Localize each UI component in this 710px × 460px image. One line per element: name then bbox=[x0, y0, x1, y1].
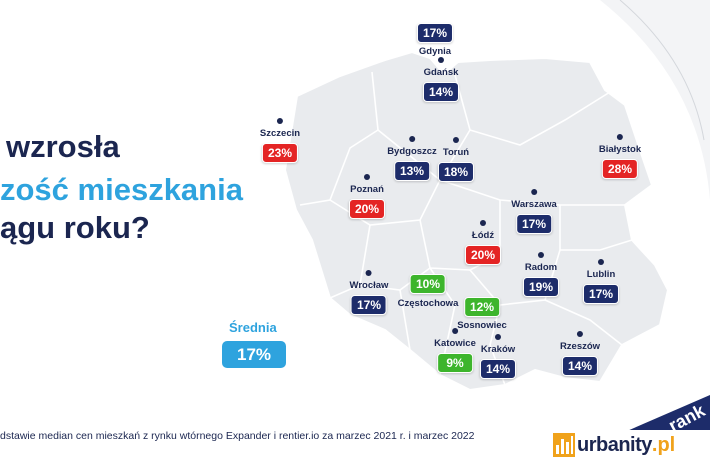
city-dot bbox=[617, 134, 623, 140]
city-gdynia: 17% Gdynia bbox=[416, 20, 454, 58]
background-arc bbox=[600, 0, 710, 200]
city-label: Gdańsk bbox=[423, 67, 459, 78]
city-dot bbox=[409, 136, 415, 142]
city-label: Sosnowiec bbox=[457, 320, 507, 331]
city-label: Warszawa bbox=[511, 199, 557, 210]
city-label: Łódź bbox=[471, 230, 495, 241]
city-lublin: Lublin 17% bbox=[582, 259, 620, 304]
city-dot bbox=[452, 328, 458, 334]
city-dot bbox=[276, 118, 283, 124]
value-badge: 17% bbox=[582, 284, 620, 304]
value-badge: 17% bbox=[515, 214, 553, 234]
headline-line-2: zość mieszkania bbox=[0, 172, 243, 207]
value-badge: 13% bbox=[393, 161, 431, 181]
city-bialystok: Białystok 28% bbox=[599, 134, 641, 179]
city-label: Rzeszów bbox=[559, 341, 601, 352]
city-poznan: Poznań 20% bbox=[348, 174, 386, 219]
value-badge: 10% bbox=[409, 274, 447, 294]
logo-tld: .pl bbox=[651, 433, 676, 456]
city-dot bbox=[598, 259, 604, 265]
city-sosnowiec: 12% Sosnowiec bbox=[457, 294, 507, 332]
value-badge: 17% bbox=[416, 23, 454, 43]
value-badge: 12% bbox=[463, 297, 501, 317]
city-label: Częstochowa bbox=[397, 298, 459, 309]
city-label: Toruń bbox=[442, 147, 470, 158]
city-label: Gdynia bbox=[418, 46, 452, 57]
source-footnote: dstawie median cen mieszkań z rynku wtór… bbox=[0, 430, 475, 442]
city-label: Lublin bbox=[586, 269, 616, 280]
city-label: Kraków bbox=[480, 344, 516, 355]
city-dot bbox=[438, 57, 444, 63]
logo-text: urbanity bbox=[577, 433, 652, 456]
city-torun: Toruń 18% bbox=[437, 137, 475, 182]
city-label: Radom bbox=[524, 262, 558, 273]
city-warszawa: Warszawa 17% bbox=[511, 189, 557, 234]
average-value-badge: 17% bbox=[222, 341, 286, 368]
city-dot bbox=[364, 174, 370, 180]
value-badge: 14% bbox=[422, 82, 460, 102]
city-dot bbox=[577, 331, 583, 337]
city-dot bbox=[453, 137, 459, 143]
building-bars-icon bbox=[553, 433, 575, 457]
city-label: Szczecin bbox=[259, 128, 301, 139]
city-dot bbox=[495, 334, 501, 340]
value-badge: 17% bbox=[350, 295, 388, 315]
city-dot bbox=[538, 252, 544, 258]
city-gdansk: Gdańsk 14% bbox=[422, 57, 460, 102]
average-label: Średnia bbox=[229, 320, 277, 335]
city-wroclaw: Wrocław 17% bbox=[349, 270, 389, 315]
city-label: Bydgoszcz bbox=[387, 146, 437, 157]
city-dot bbox=[480, 220, 486, 226]
city-dot bbox=[365, 270, 372, 276]
city-dot bbox=[531, 189, 537, 195]
city-rzeszow: Rzeszów 14% bbox=[560, 331, 600, 376]
value-badge: 20% bbox=[464, 245, 502, 265]
city-szczecin: Szczecin 23% bbox=[260, 118, 300, 163]
value-badge: 9% bbox=[437, 353, 473, 373]
city-label: Poznań bbox=[350, 184, 384, 195]
headline-line-1: wzrosła bbox=[6, 129, 120, 164]
grey-arc-decoration bbox=[619, 0, 705, 141]
value-badge: 23% bbox=[261, 143, 299, 163]
city-label: Katowice bbox=[434, 338, 476, 349]
value-badge: 18% bbox=[437, 162, 475, 182]
city-label: Wrocław bbox=[349, 280, 389, 291]
city-bydgoszcz: Bydgoszcz 13% bbox=[387, 136, 437, 181]
city-krakow: Kraków 14% bbox=[479, 334, 517, 379]
value-badge: 28% bbox=[601, 159, 639, 179]
city-katowice: Katowice 9% bbox=[434, 328, 476, 373]
city-radom: Radom 19% bbox=[522, 252, 560, 297]
city-label: Białystok bbox=[598, 144, 642, 155]
city-czestochowa: 10% Częstochowa bbox=[397, 271, 459, 310]
city-lodz: Łódź 20% bbox=[464, 220, 502, 265]
headline-line-3: ągu roku? bbox=[0, 210, 150, 245]
urbanity-logo[interactable]: urbanity .pl bbox=[553, 430, 710, 460]
value-badge: 14% bbox=[479, 359, 517, 379]
value-badge: 20% bbox=[348, 199, 386, 219]
value-badge: 19% bbox=[522, 277, 560, 297]
value-badge: 14% bbox=[561, 356, 599, 376]
